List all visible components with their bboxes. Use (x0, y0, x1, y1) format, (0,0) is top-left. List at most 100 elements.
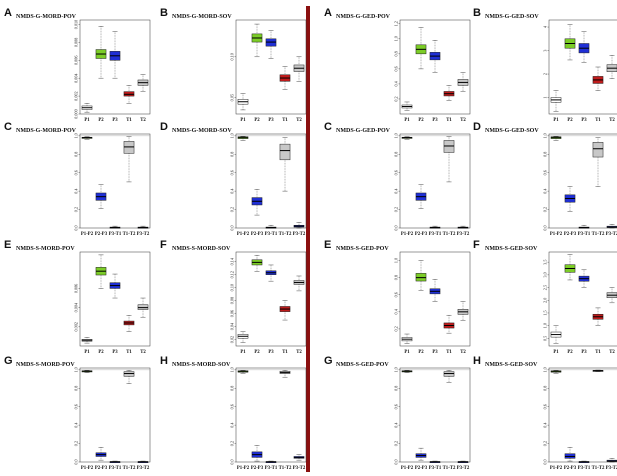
y-tick-label: 3.0 (543, 272, 548, 277)
box-T1: T1 (123, 315, 135, 355)
panel-left-B: B NMDS-G-MORD-SOV 0.05 0.10 P1 P2 P3 T1 T2 (160, 7, 307, 123)
panel-left-A: A NMDS-G-MORD-POV 0.000 0.002 0.004 0.006 0.00… (4, 7, 151, 123)
box-P2-P3: P2-P3 (564, 447, 577, 471)
category-label: T1-T2 (592, 232, 605, 237)
box-T2: T2 (606, 287, 617, 355)
category-label: P1-P2 (401, 466, 414, 471)
y-tick-label: 0.2 (230, 441, 235, 446)
y-tick-label: 0.8 (230, 386, 235, 391)
category-label: P1 (240, 118, 246, 123)
box-P2-P3: P2-P3 (251, 189, 264, 237)
panel-title: NMDS-G-MORD-SOV (172, 128, 232, 134)
plot-frame (79, 251, 151, 347)
category-label: P3 (268, 350, 274, 355)
category-label: P2-P3 (564, 232, 577, 237)
box-P2: P2 (251, 255, 263, 355)
y-tick-label: 0.010 (74, 20, 79, 29)
box-P1: P1 (81, 337, 93, 355)
panel-title: NMDS-G-GED-POV (336, 128, 391, 134)
y-tick-label: 0.000 (74, 109, 79, 118)
box-P2-P3: P2-P3 (251, 445, 264, 471)
box-body (592, 142, 604, 158)
panel-title: NMDS-S-GED-SOV (485, 362, 538, 368)
box-P3-T2: P3-T2 (606, 224, 617, 237)
category-label: T1-T2 (279, 466, 292, 471)
category-label: T1-T2 (279, 232, 292, 237)
panel-letter: C (4, 121, 12, 133)
y-tick-label: 0.4 (543, 422, 548, 428)
category-label: T1 (282, 350, 288, 355)
box-P3-T1: P3-T1 (265, 225, 278, 237)
y-tick-label: 0.14 (230, 257, 235, 265)
box-P3: P3 (578, 269, 590, 355)
category-label: T1 (126, 118, 132, 123)
category-label: P2-P3 (415, 466, 428, 471)
y-tick-label: 1.0 (394, 258, 399, 263)
box-P3: P3 (109, 273, 121, 355)
box-P3-T2: P3-T2 (457, 225, 470, 237)
category-label: T1 (282, 118, 288, 123)
category-label: P1-P2 (550, 232, 563, 237)
y-tick-label: 0.0 (543, 225, 548, 230)
y-tick-label: 0.6 (230, 404, 235, 409)
y-tick-label: 0.02 (230, 336, 235, 343)
panel-letter: D (473, 121, 481, 133)
y-tick-label: 1.0 (543, 323, 548, 328)
box-P3-T2: P3-T2 (457, 460, 470, 471)
panel-letter: C (324, 121, 332, 133)
panel-right-B: B NMDS-G-GED-SOV 1 2 3 4 P1 P2 P3 T1 T2 (473, 7, 617, 123)
y-tick-label: 0.008 (74, 38, 79, 47)
box-T1: T1 (443, 315, 455, 355)
y-tick-label: 0.0 (394, 459, 399, 464)
panel-title: NMDS-S-MORD-POV (16, 246, 75, 252)
y-tick-label: 0.0 (543, 459, 548, 464)
y-tick-label: 0.6 (74, 170, 79, 175)
box-T1-T2: T1-T2 (123, 136, 136, 237)
panel-title: NMDS-G-GED-POV (336, 14, 391, 20)
y-tick-label: 0.4 (543, 188, 548, 194)
box-P3-T2: P3-T2 (606, 458, 617, 471)
box-T1-T2: T1-T2 (443, 370, 456, 471)
category-label: T2 (460, 118, 466, 123)
y-tick-label: 4 (543, 25, 548, 28)
category-label: P3 (432, 350, 438, 355)
box-P3-T1: P3-T1 (109, 460, 122, 471)
category-label: P2-P3 (564, 466, 577, 471)
y-tick-label: 0.04 (230, 322, 235, 330)
box-P2: P2 (564, 254, 576, 355)
plot-frame (235, 19, 307, 115)
y-tick-label: 1.0 (394, 367, 399, 372)
y-tick-label: 1.0 (394, 133, 399, 138)
category-label: T2 (140, 118, 146, 123)
category-label: P2-P3 (415, 232, 428, 237)
box-T1-T2: T1-T2 (592, 137, 605, 237)
panel-title: NMDS-G-MORD-POV (16, 128, 77, 134)
box-P3-T2: P3-T2 (293, 222, 306, 237)
category-label: P1 (553, 118, 559, 123)
panel-letter: G (324, 355, 333, 367)
panel-letter: E (324, 239, 331, 251)
panel-letter: B (160, 7, 168, 19)
box-P1: P1 (550, 325, 562, 355)
y-tick-label: 0.8 (394, 152, 399, 157)
plot-frame (548, 19, 617, 115)
y-tick-label: 2.0 (543, 298, 548, 303)
y-tick-label: 0.004 (74, 73, 79, 83)
box-T1-T2: T1-T2 (279, 370, 292, 471)
category-label: P3-T2 (606, 466, 617, 471)
box-P3-T1: P3-T1 (109, 225, 122, 237)
y-tick-label: 1 (543, 97, 548, 99)
panel-right-F: F NMDS-S-GED-SOV 0.5 1.0 1.5 2.0 2.5 3.0 3.5 P1 P2… (473, 239, 617, 355)
category-label: P1 (84, 350, 90, 355)
plot-frame (399, 19, 471, 115)
category-label: P1 (404, 118, 410, 123)
y-tick-label: 0.4 (394, 308, 399, 314)
panel-title: NMDS-G-GED-SOV (485, 14, 539, 20)
y-tick-label: 2 (543, 73, 548, 75)
y-tick-label: 0.6 (394, 170, 399, 175)
category-label: P3-T1 (429, 466, 442, 471)
box-P1: P1 (81, 103, 93, 123)
panel-title: NMDS-S-GED-POV (336, 246, 389, 252)
box-P1: P1 (237, 93, 249, 123)
